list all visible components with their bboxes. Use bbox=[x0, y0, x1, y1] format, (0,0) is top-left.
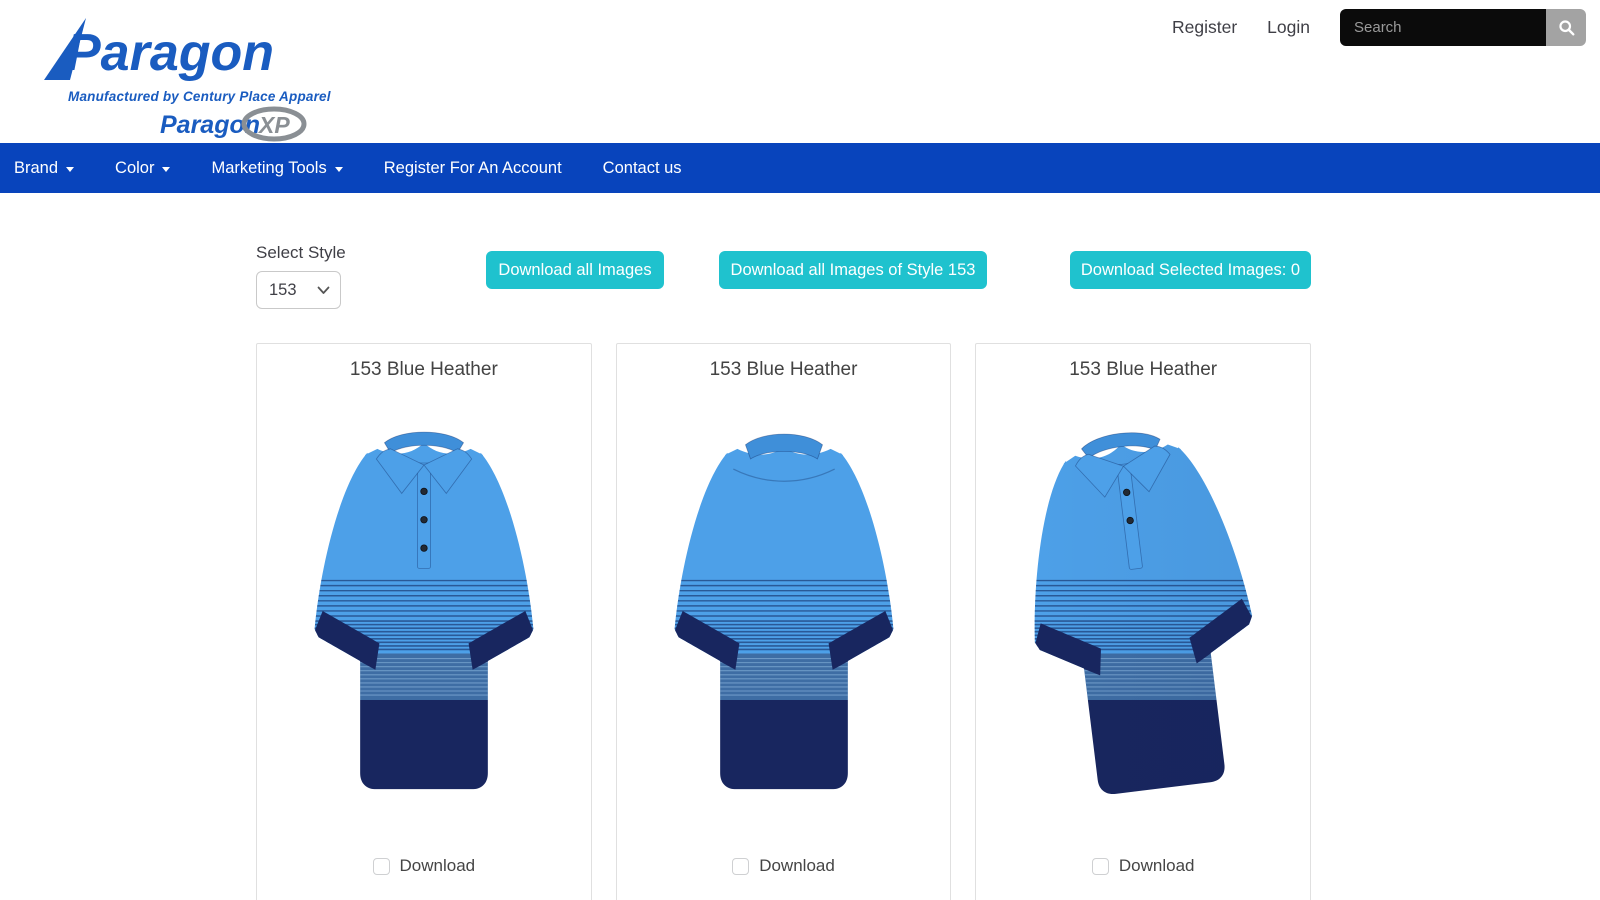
search-icon bbox=[1558, 19, 1574, 35]
style-select[interactable]: 153 bbox=[256, 271, 341, 309]
polo-collar bbox=[1075, 432, 1171, 570]
nav-item-marketing-tools[interactable]: Marketing Tools bbox=[211, 159, 343, 178]
download-row: Download bbox=[617, 856, 951, 876]
select-style-label: Select Style bbox=[256, 243, 346, 262]
nav-item-color[interactable]: Color bbox=[115, 159, 171, 178]
product-card: 153 Blue Heather bbox=[975, 343, 1312, 900]
search-input[interactable] bbox=[1340, 8, 1546, 46]
logo-tagline: Manufactured by Century Place Apparel bbox=[68, 89, 331, 104]
main-nav: Brand Color Marketing Tools Register For… bbox=[0, 143, 1600, 193]
paragonxp-logo: Paragon XP bbox=[160, 106, 307, 142]
register-link[interactable]: Register bbox=[1172, 16, 1238, 37]
polo-back-image bbox=[674, 433, 893, 790]
download-label[interactable]: Download bbox=[1118, 856, 1195, 875]
logo-block[interactable]: Paragon Manufactured by Century Place Ap… bbox=[22, 14, 331, 143]
download-checkbox[interactable] bbox=[372, 857, 390, 875]
caret-down-icon bbox=[162, 166, 171, 172]
caret-down-icon bbox=[334, 166, 343, 172]
polo-button bbox=[420, 544, 428, 552]
nav-item-contact-us[interactable]: Contact us bbox=[602, 158, 682, 177]
polo-collar bbox=[375, 431, 472, 569]
polo-button bbox=[420, 516, 428, 524]
style-select-value: 153 bbox=[269, 280, 297, 299]
caret-down-icon bbox=[66, 166, 75, 172]
download-selected-images-button[interactable]: Download Selected Images: 0 bbox=[1070, 251, 1311, 289]
paragon-logo: Paragon bbox=[44, 18, 274, 82]
nav-item-brand[interactable]: Brand bbox=[14, 159, 75, 178]
product-title: 153 Blue Heather bbox=[1069, 359, 1218, 380]
product-card: 153 Blue Heather bbox=[615, 343, 952, 900]
polo-button bbox=[1123, 488, 1131, 497]
svg-text:XP: XP bbox=[257, 112, 290, 138]
product-cards-row: 153 Blue Heather bbox=[256, 343, 1312, 900]
polo-button bbox=[1126, 516, 1134, 525]
download-row: Download bbox=[257, 856, 591, 876]
download-label[interactable]: Download bbox=[759, 856, 835, 875]
controls-row: Select Style 153 Download all Images Dow… bbox=[256, 243, 1311, 309]
select-style-block: Select Style 153 bbox=[256, 243, 486, 309]
download-checkbox[interactable] bbox=[1091, 857, 1109, 875]
chevron-down-icon bbox=[317, 286, 330, 294]
main-content: Select Style 153 Download all Images Dow… bbox=[256, 243, 1312, 900]
polo-front-image bbox=[314, 431, 534, 790]
paragon-logo-text: Paragon bbox=[66, 24, 272, 82]
polo-side-image bbox=[1013, 432, 1258, 796]
search-group bbox=[1340, 8, 1586, 46]
polo-button bbox=[420, 487, 428, 496]
download-row: Download bbox=[976, 856, 1310, 876]
download-label[interactable]: Download bbox=[399, 856, 476, 875]
product-title: 153 Blue Heather bbox=[709, 359, 858, 380]
site-header: Paragon Manufactured by Century Place Ap… bbox=[0, 0, 1600, 143]
download-checkbox[interactable] bbox=[732, 857, 750, 875]
download-style-images-button[interactable]: Download all Images of Style 153 bbox=[719, 251, 987, 289]
header-right: Register Login bbox=[1172, 8, 1586, 46]
search-button[interactable] bbox=[1546, 8, 1586, 46]
login-link[interactable]: Login bbox=[1267, 16, 1310, 37]
product-card: 153 Blue Heather bbox=[256, 343, 592, 900]
product-title: 153 Blue Heather bbox=[349, 359, 498, 380]
nav-item-register-account[interactable]: Register For An Account bbox=[383, 158, 562, 177]
polo-back-collar bbox=[732, 433, 835, 482]
download-all-images-button[interactable]: Download all Images bbox=[486, 251, 664, 289]
